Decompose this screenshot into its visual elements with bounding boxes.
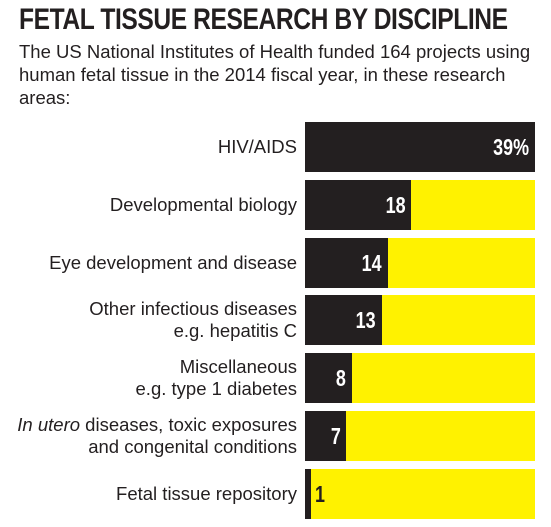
- bar-track: 14: [305, 237, 535, 288]
- category-label-emphasis: In utero: [17, 414, 81, 435]
- value-label: 18: [385, 191, 406, 218]
- chart-title: FETAL TISSUE RESEARCH BY DISCIPLINE: [19, 3, 508, 36]
- category-label-line2: and congenital conditions: [88, 436, 297, 457]
- chart-subtitle: The US National Institutes of Health fun…: [19, 41, 531, 108]
- bar-track: 18: [305, 179, 535, 230]
- value-label: 1: [315, 480, 325, 507]
- bar-track: 39%: [305, 122, 535, 172]
- category-label-line1: Miscellaneous: [179, 356, 297, 378]
- value-label: 7: [330, 423, 341, 449]
- category-label-line2: e.g. hepatitis C: [173, 320, 297, 342]
- bar-row: In utero diseases, toxic exposures and co…: [0, 411, 551, 461]
- category-label-line1: Other infectious diseases: [89, 298, 297, 320]
- bar: [305, 353, 353, 404]
- category-label-line1: Developmental biology: [109, 193, 297, 215]
- bar-row: Fetal tissue repository 1: [0, 468, 551, 519]
- value-label: 13: [355, 307, 376, 334]
- category-label-line2: e.g. type 1 diabetes: [135, 378, 297, 400]
- bar-row: Developmental biology 18: [0, 179, 551, 230]
- category-label: Other infectious diseases e.g. hepatitis …: [0, 295, 297, 345]
- value-label: 39%: [493, 134, 529, 160]
- bar: [305, 468, 311, 519]
- value-label: 14: [361, 249, 382, 276]
- category-label-line1: diseases, toxic exposures: [80, 414, 297, 435]
- category-label: Eye development and disease: [0, 238, 297, 288]
- category-label: Miscellaneous e.g. type 1 diabetes: [0, 353, 297, 403]
- bar-row: Eye development and disease 14: [0, 237, 551, 288]
- category-label: Developmental biology: [0, 180, 297, 230]
- category-label: HIV/AIDS: [0, 122, 297, 172]
- bar-row: HIV/AIDS 39%: [0, 122, 551, 172]
- bar-track: 1: [305, 468, 535, 519]
- category-label: Fetal tissue repository: [0, 469, 297, 519]
- bar: [305, 179, 412, 230]
- category-label-line1: HIV/AIDS: [217, 136, 297, 157]
- bar: [305, 122, 535, 172]
- bar-track: 8: [305, 353, 535, 404]
- bar-row: Miscellaneous e.g. type 1 diabetes 8: [0, 353, 551, 404]
- bar: [305, 295, 382, 346]
- category-label-line1: Fetal tissue repository: [116, 482, 297, 504]
- category-label-line1: Eye development and disease: [49, 251, 297, 273]
- bar-track: 7: [305, 411, 535, 461]
- value-label: 8: [336, 365, 347, 392]
- bar-track: 13: [305, 295, 535, 346]
- bar: [305, 237, 388, 288]
- bar-row: Other infectious diseases e.g. hepatitis …: [0, 295, 551, 346]
- bar: [305, 411, 347, 461]
- category-label: In utero diseases, toxic exposures and co…: [0, 411, 297, 461]
